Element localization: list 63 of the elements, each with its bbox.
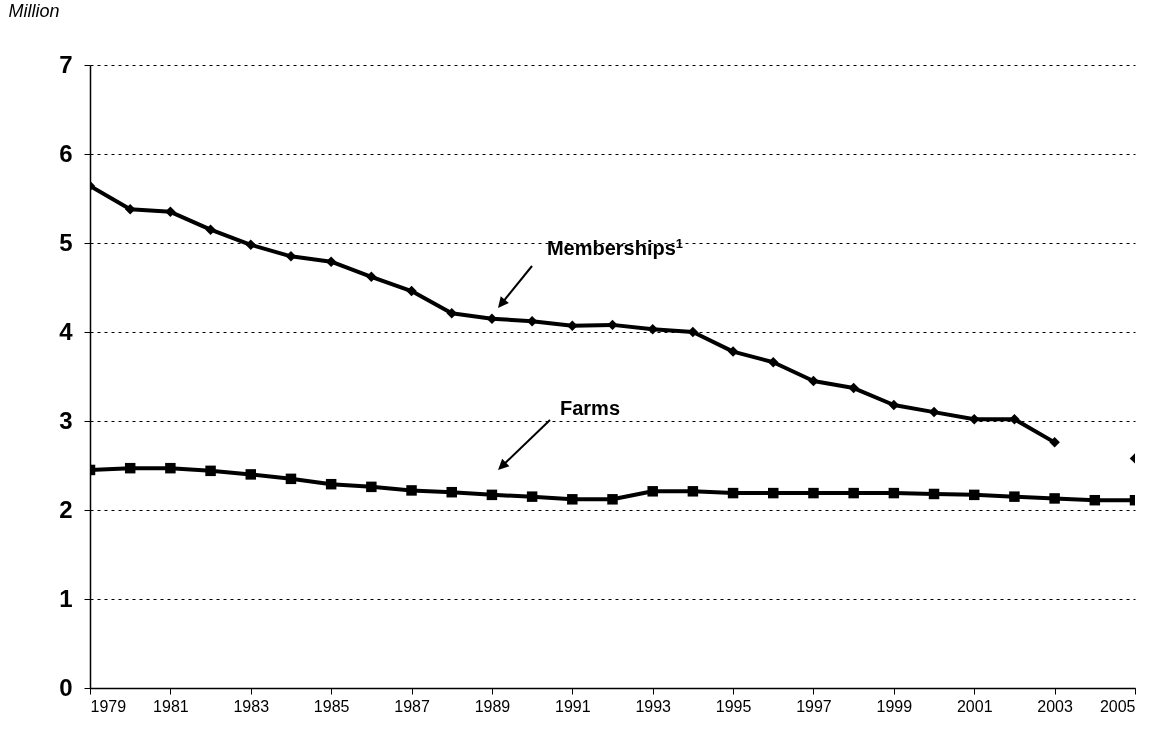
- y-tick-label: 1: [59, 584, 73, 612]
- x-tick-label: 1997: [796, 697, 832, 715]
- point: [928, 488, 940, 500]
- point: [366, 271, 377, 283]
- y-tick-label: 6: [59, 139, 73, 167]
- point: [1049, 493, 1060, 504]
- y-tick-label: 5: [59, 228, 73, 256]
- point: [406, 485, 417, 496]
- point: [808, 487, 819, 499]
- point: [486, 489, 498, 501]
- y-tick-label: 0: [59, 673, 73, 701]
- point: [848, 382, 859, 394]
- point: [1049, 437, 1060, 448]
- x-tick-label: 1999: [876, 697, 913, 715]
- x-tick-label: 1979: [90, 697, 127, 715]
- x-tick-label: 1995: [715, 697, 752, 715]
- x-tick-label: 1983: [233, 697, 270, 715]
- x-tick-label: 1985: [313, 697, 350, 715]
- point: [888, 487, 900, 499]
- point: [165, 206, 176, 218]
- point: [727, 487, 739, 499]
- point: [325, 478, 337, 490]
- point: [446, 486, 457, 498]
- point: [607, 494, 618, 505]
- point: [406, 285, 417, 297]
- point: [205, 465, 216, 477]
- y-axis-title: Million: [8, 0, 60, 21]
- point: [687, 326, 699, 338]
- point: [647, 324, 658, 335]
- point: [727, 346, 739, 357]
- point: [285, 473, 297, 485]
- point: [848, 487, 859, 499]
- y-tick-label: 3: [59, 406, 73, 434]
- point: [768, 487, 779, 499]
- x-tick-label: 1989: [474, 697, 511, 715]
- point: [687, 486, 699, 497]
- point: [205, 224, 216, 235]
- point: [124, 462, 136, 474]
- point: [1009, 491, 1020, 502]
- point: [245, 239, 257, 251]
- x-tick-label: 2005: [1099, 697, 1136, 715]
- x-tick-label: 2003: [1037, 697, 1074, 715]
- x-tick-label: 1991: [555, 697, 591, 715]
- text: Farms: [559, 396, 621, 420]
- point: [446, 308, 457, 319]
- y-tick-label: 7: [59, 50, 73, 78]
- y-tick-label: 2: [59, 495, 73, 523]
- x-tick-label: 2001: [956, 697, 993, 715]
- point: [768, 357, 779, 368]
- point: [968, 489, 980, 501]
- point: [526, 491, 538, 502]
- point: [245, 469, 257, 480]
- point: [808, 375, 819, 387]
- point: [1089, 494, 1101, 506]
- point: [647, 486, 658, 497]
- y-tick-label: 4: [59, 317, 74, 345]
- x-tick-label: 1981: [153, 697, 189, 715]
- point: [567, 494, 578, 505]
- point: [366, 481, 377, 493]
- point: [165, 462, 176, 474]
- x-tick-label: 1993: [635, 697, 672, 715]
- x-tick-label: 1987: [394, 697, 430, 715]
- point: [1009, 413, 1020, 425]
